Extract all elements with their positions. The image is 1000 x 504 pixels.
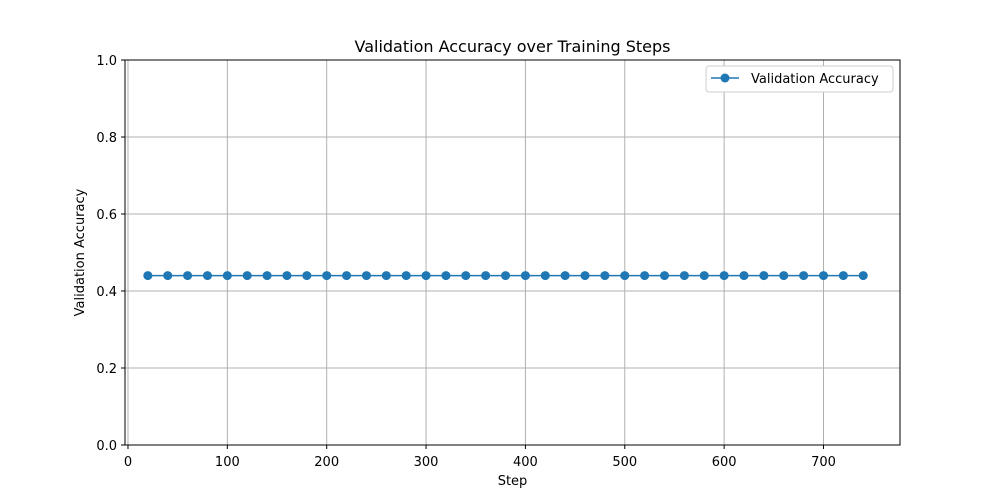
y-tick-label: 0.4 xyxy=(96,285,117,300)
data-point xyxy=(739,271,749,281)
y-tick-label: 1.0 xyxy=(96,54,117,69)
legend-label: Validation Accuracy xyxy=(751,72,879,87)
data-point xyxy=(222,271,232,281)
data-point xyxy=(302,271,312,281)
chart-title: Validation Accuracy over Training Steps xyxy=(355,37,671,56)
data-point xyxy=(421,271,431,281)
data-point xyxy=(660,271,670,281)
legend-marker-swatch xyxy=(720,73,730,83)
data-point xyxy=(560,271,570,281)
data-point xyxy=(799,271,809,281)
data-point xyxy=(540,271,550,281)
data-point xyxy=(640,271,650,281)
x-tick-label: 200 xyxy=(314,455,339,470)
data-point xyxy=(401,271,411,281)
data-point xyxy=(242,271,252,281)
data-point xyxy=(600,271,610,281)
data-point xyxy=(322,271,332,281)
data-point xyxy=(679,271,689,281)
data-point xyxy=(481,271,491,281)
data-point xyxy=(818,271,828,281)
x-tick-label: 700 xyxy=(811,455,836,470)
data-point xyxy=(183,271,193,281)
data-point xyxy=(501,271,511,281)
x-tick-label: 600 xyxy=(712,455,737,470)
data-point xyxy=(163,271,173,281)
data-point xyxy=(282,271,292,281)
x-axis-label: Step xyxy=(498,474,528,489)
grid xyxy=(125,59,900,446)
data-point xyxy=(441,271,451,281)
plot-frame xyxy=(124,59,901,446)
data-point xyxy=(262,271,272,281)
axis-ticks: 0 100 200 300 400 500 600 700 0.0 0.2 0.4 0.6 0.8 1.0 xyxy=(96,54,836,470)
series-layer xyxy=(143,271,868,281)
x-tick-label: 400 xyxy=(513,455,538,470)
data-point xyxy=(719,271,729,281)
data-point xyxy=(361,271,371,281)
x-tick-label: 500 xyxy=(612,455,637,470)
data-point xyxy=(202,271,212,281)
data-point xyxy=(759,271,769,281)
legend-frame xyxy=(705,65,894,93)
y-axis-label: Validation Accuracy xyxy=(73,188,88,316)
data-point xyxy=(838,271,848,281)
y-tick-label: 0.6 xyxy=(96,208,117,223)
data-point xyxy=(381,271,391,281)
data-point xyxy=(520,271,530,281)
data-point xyxy=(143,271,153,281)
x-tick-label: 100 xyxy=(215,455,240,470)
data-point xyxy=(461,271,471,281)
data-point xyxy=(620,271,630,281)
y-tick-label: 0.0 xyxy=(96,439,117,454)
y-tick-label: 0.2 xyxy=(96,362,117,377)
data-point xyxy=(342,271,352,281)
legend: Validation Accuracy xyxy=(705,65,894,93)
y-tick-label: 0.8 xyxy=(96,131,117,146)
data-point xyxy=(699,271,709,281)
x-tick-label: 300 xyxy=(414,455,439,470)
x-tick-label: 0 xyxy=(124,455,132,470)
data-point xyxy=(858,271,868,281)
data-point xyxy=(580,271,590,281)
data-point xyxy=(779,271,789,281)
